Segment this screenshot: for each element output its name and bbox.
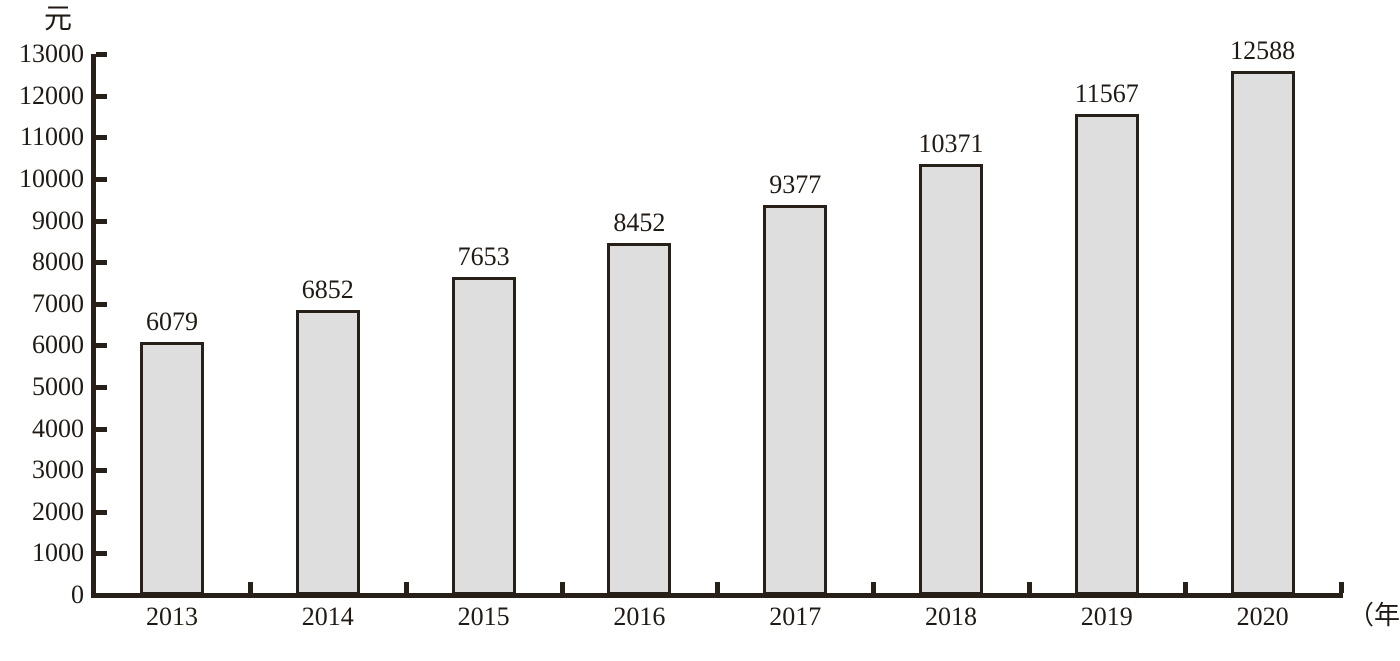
y-tick-label: 13000 [19,39,84,69]
y-axis-tick [96,177,107,182]
y-tick-label: 8000 [32,247,84,277]
x-tick-label: 2014 [301,602,354,631]
bar [140,342,204,595]
x-axis-tick [871,582,877,593]
x-tick-label: 2016 [613,602,666,631]
bar-value-label: 8452 [613,208,666,238]
bar [451,276,516,595]
y-tick-label: 9000 [32,205,84,235]
y-axis-tick [96,468,107,474]
x-axis-line [91,593,1343,598]
y-axis-tick [96,509,107,515]
x-axis-tick [715,582,721,593]
x-tick-label: 2019 [1080,602,1133,631]
y-axis-tick [96,260,107,266]
y-axis-tick [96,52,107,58]
x-axis-unit-label: （年） [1348,601,1400,630]
bar-value-label: 12588 [1230,36,1296,66]
y-axis-tick [96,218,107,224]
y-axis-unit-label: 元 [43,4,72,35]
x-tick-label: 2018 [925,602,977,631]
y-axis-tick [96,343,107,349]
bar [295,309,360,595]
y-tick-label: 2000 [32,496,84,526]
y-tick-label: 6000 [32,330,84,360]
x-tick-label: 2020 [1236,602,1289,631]
bar [763,204,828,595]
y-tick-label: 1000 [32,538,84,568]
bar-value-label: 11567 [1074,78,1139,108]
y-axis-tick [96,385,107,390]
y-tick-label: 7000 [32,288,84,318]
x-tick-label: 2015 [457,602,510,631]
bar [1230,71,1295,595]
x-axis-tick [559,582,565,593]
y-axis-tick [96,135,107,141]
y-axis-tick [96,301,107,307]
bar-value-label: 10371 [918,128,984,158]
y-tick-label: 11000 [19,122,84,152]
bar-value-label: 7653 [457,241,510,271]
bar-value-label: 6852 [301,274,354,304]
x-tick-label: 2017 [769,602,822,631]
x-tick-label: 2013 [146,602,198,631]
bar-value-label: 6079 [146,307,198,337]
y-axis-tick [96,551,107,557]
y-axis-tick [96,93,107,99]
y-axis-line [91,54,96,598]
bar [607,243,672,595]
y-tick-label: 4000 [32,413,84,443]
x-axis-tick [1338,582,1344,593]
x-axis-tick [1026,582,1032,593]
x-axis-tick [1182,582,1188,593]
x-axis-tick [403,582,409,593]
y-tick-label: 0 [71,580,84,609]
bar [919,163,983,595]
bar-value-label: 9377 [769,169,822,199]
x-axis-tick [247,582,253,593]
y-tick-label: 3000 [32,455,84,485]
y-axis-tick [96,426,107,432]
y-tick-label: 5000 [32,372,84,401]
bar [1074,113,1139,595]
y-tick-label: 12000 [19,80,84,110]
y-tick-label: 10000 [19,164,84,193]
